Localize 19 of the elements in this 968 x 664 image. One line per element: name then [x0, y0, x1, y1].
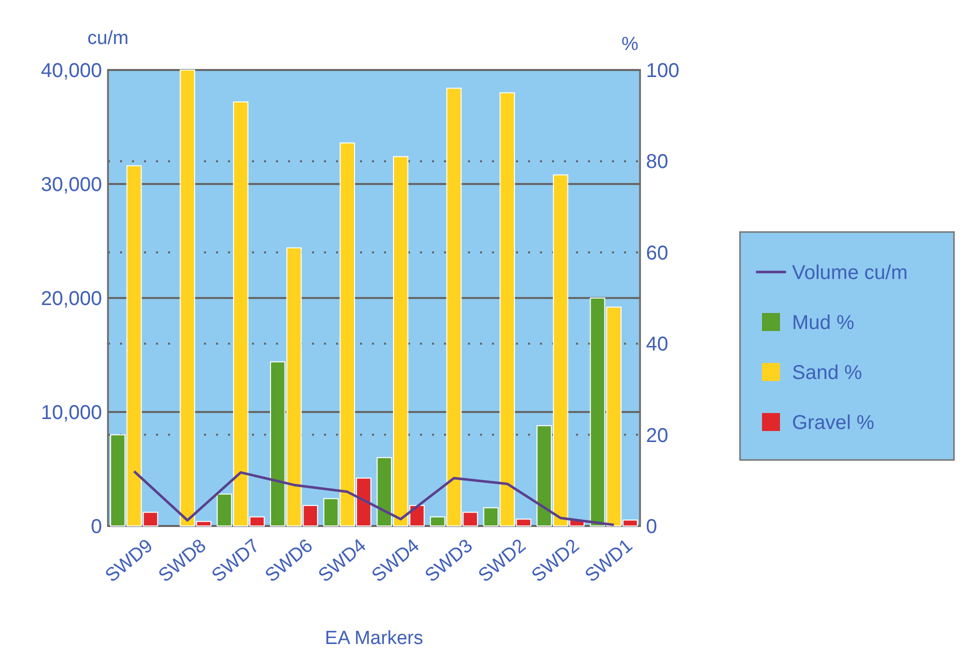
- y2-tick-label: 20: [646, 424, 668, 447]
- y-tick-label: 40,000: [40, 60, 102, 82]
- legend-label: Gravel %: [792, 412, 874, 434]
- y2-tick-label: 80: [646, 151, 668, 174]
- y-tick-label: 0: [90, 516, 102, 538]
- y-axis-title: cu/m: [87, 28, 129, 49]
- y2-tick-label: 0: [646, 516, 658, 538]
- y-tick-label: 10,000: [40, 402, 102, 424]
- legend-label: Volume cu/m: [792, 262, 908, 284]
- legend-label: Mud %: [792, 312, 854, 334]
- y2-tick-label: 100: [646, 60, 680, 82]
- x-axis-title: EA Markers: [324, 628, 424, 649]
- y-tick-label: 30,000: [40, 174, 102, 196]
- y2-tick-label: 60: [646, 242, 668, 264]
- y2-tick-label: 40: [646, 334, 668, 356]
- y-tick-label: 20,000: [40, 288, 102, 310]
- line-series: [132, 470, 616, 526]
- legend-label: Sand %: [792, 362, 862, 384]
- y2-axis-title: %: [622, 34, 639, 55]
